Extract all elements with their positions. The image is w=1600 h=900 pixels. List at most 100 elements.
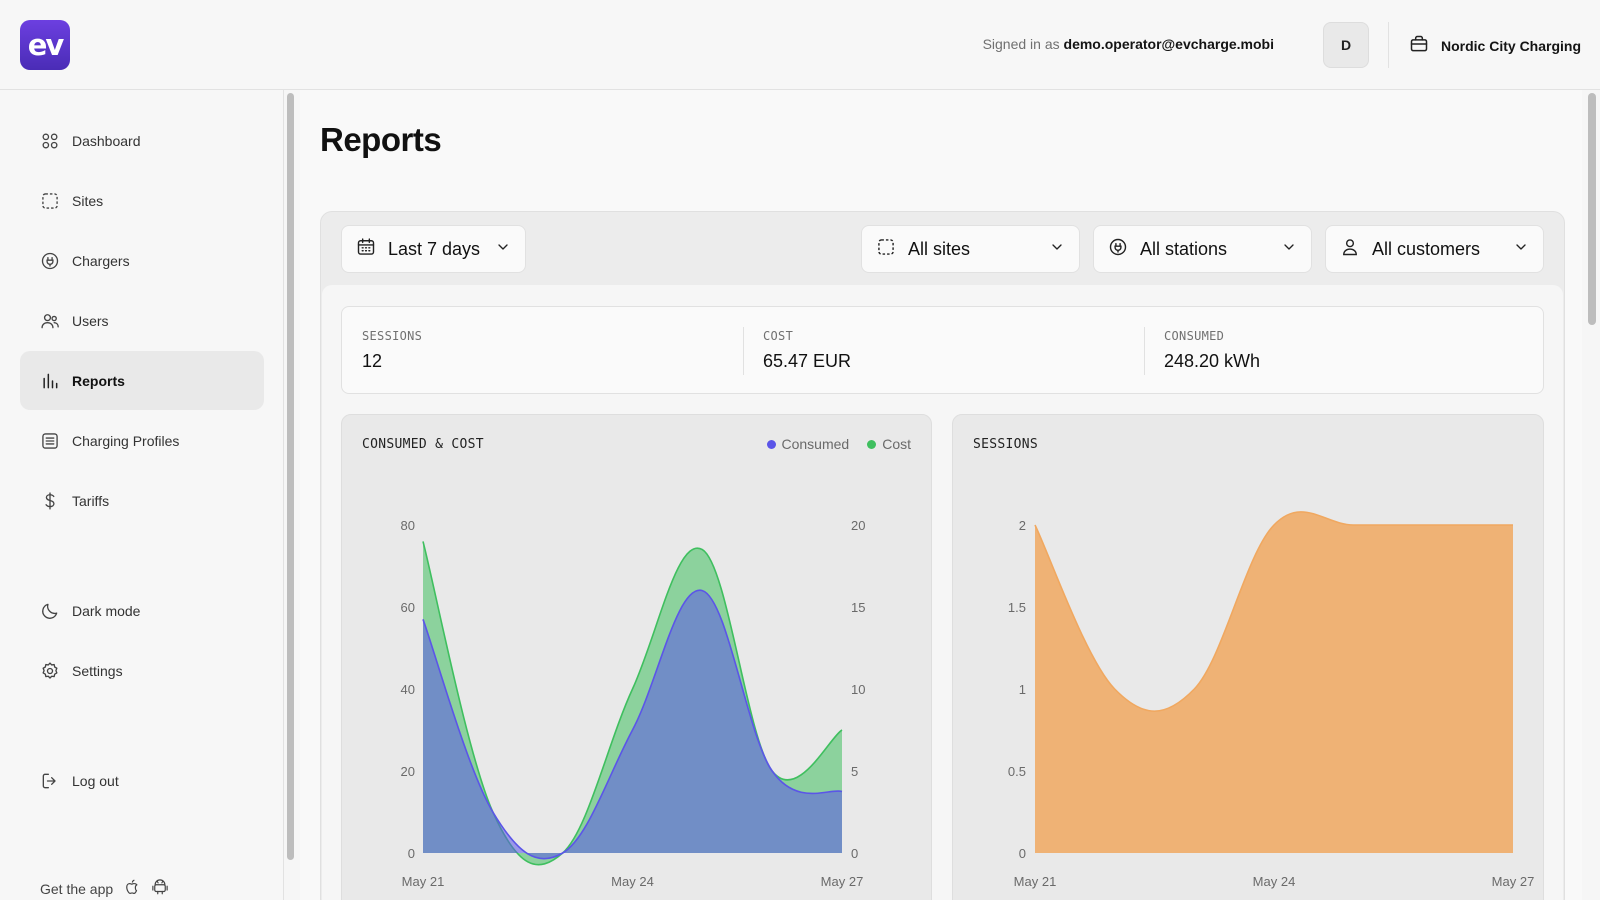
chevron-down-icon [495,239,511,260]
sidebar-item-label: Settings [72,662,123,679]
stat-divider [1144,327,1145,375]
x-tick-label: May 27 [1492,874,1535,889]
chart-legend: Consumed Cost [766,436,911,452]
period-filter[interactable]: Last 7 days [341,225,526,273]
x-tick-label: May 24 [1253,874,1296,889]
chevron-down-icon [1049,239,1065,260]
y-left-tick-label: 60 [401,600,415,615]
user-email: demo.operator@evcharge.mobi [1063,36,1274,52]
x-tick-label: May 21 [402,874,445,889]
x-tick-label: May 27 [821,874,864,889]
logout-button[interactable]: Log out [20,751,264,810]
y-tick-label: 0 [1019,846,1026,861]
sidebar-item-label: Dashboard [72,132,141,149]
gear-icon [40,661,60,681]
organization-switcher[interactable]: Nordic City Charging [1409,34,1581,57]
stations-filter[interactable]: All stations [1093,225,1312,273]
customers-filter[interactable]: All customers [1325,225,1544,273]
series-consumed-area [423,590,842,859]
sidebar-item-label: Reports [72,372,125,389]
x-tick-label: May 21 [1014,874,1057,889]
summary-stats: SESSIONS 12 COST 65.47 EUR CONSUMED 248.… [341,306,1544,394]
moon-icon [40,601,60,621]
y-tick-label: 0.5 [1008,764,1026,779]
y-right-tick-label: 10 [851,682,865,697]
dollar-icon [40,491,60,511]
app-logo[interactable]: ev [20,20,70,70]
sidebar-item-reports[interactable]: Reports [20,351,264,410]
plug-circle-icon [1108,237,1128,262]
legend-label: Consumed [781,436,850,452]
consumed-cost-chart: 0 20 40 60 80 0 5 10 15 20 May 21 May 24 May 27 [401,518,866,889]
sites-filter[interactable]: All sites [861,225,1080,273]
y-left-tick-label: 20 [401,764,415,779]
legend-item-cost[interactable]: Cost [867,436,911,452]
chart-title: SESSIONS [973,437,1039,452]
y-tick-label: 1 [1019,682,1026,697]
apple-icon[interactable] [123,878,141,899]
legend-label: Cost [882,436,911,452]
sidebar-item-users[interactable]: Users [20,291,264,350]
y-tick-label: 1.5 [1008,600,1026,615]
y-left-tick-label: 40 [401,682,415,697]
organization-name: Nordic City Charging [1441,37,1582,54]
stat-value: 65.47 EUR [763,351,852,371]
avatar[interactable]: D [1323,22,1369,68]
bar-chart-icon [40,371,60,391]
period-filter-value: Last 7 days [388,238,481,259]
plug-circle-icon [40,251,60,271]
signed-in-text: Signed in as demo.operator@evcharge.mobi [983,36,1274,52]
y-right-tick-label: 5 [851,764,858,779]
main-scrollbar[interactable] [1588,93,1596,325]
y-right-tick-label: 20 [851,518,865,533]
sessions-chart: 0 0.5 1 1.5 2 May 21 May 24 May 27 [1008,511,1535,889]
stat-key: CONSUMED [1164,329,1225,343]
get-app-label: Get the app [40,880,114,897]
sidebar-item-sites[interactable]: Sites [20,171,264,230]
customers-filter-value: All customers [1372,238,1481,259]
sidebar-item-label: Sites [72,192,104,209]
page-title: Reports [320,121,442,158]
chevron-down-icon [1281,239,1297,260]
sidebar-item-chargers[interactable]: Chargers [20,231,264,290]
chart-title: CONSUMED & COST [362,437,484,452]
sites-filter-value: All sites [908,238,971,259]
dark-mode-label: Dark mode [72,602,141,619]
legend-dot-cost [867,439,877,449]
y-left-tick-label: 0 [408,846,415,861]
sidebar-item-dashboard[interactable]: Dashboard [20,111,264,170]
logout-label: Log out [72,772,119,789]
y-left-tick-label: 80 [401,518,415,533]
sidebar-item-label: Users [72,312,109,329]
sidebar-item-settings[interactable]: Settings [20,641,264,700]
y-right-tick-label: 15 [851,600,865,615]
sidebar-item-tariffs[interactable]: Tariffs [20,471,264,530]
dashed-square-icon [40,191,60,211]
sidebar-scrollbar[interactable] [287,93,294,860]
list-icon [40,431,60,451]
legend-item-consumed[interactable]: Consumed [766,436,850,452]
series-sessions-line [1034,511,1513,712]
legend-dot-consumed [766,439,776,449]
sidebar-item-label: Chargers [72,252,130,269]
calendar-icon [356,237,376,262]
grid-icon [40,131,60,151]
sidebar-item-label: Tariffs [72,492,110,509]
users-icon [40,311,60,331]
series-sessions-area [1035,511,1513,853]
signed-in-prefix: Signed in as [982,36,1060,52]
logout-icon [40,771,60,791]
briefcase-icon [1409,34,1429,57]
top-header: ev Signed in as demo.operator@evcharge.m… [0,0,1600,90]
stat-value: 248.20 kWh [1164,351,1261,371]
get-the-app: Get the app [40,878,169,899]
dashed-square-icon [876,237,896,262]
stat-sessions: SESSIONS 12 [362,329,422,372]
stat-cost: COST 65.47 EUR [763,329,851,372]
sidebar-item-charging-profiles[interactable]: Charging Profiles [20,411,264,470]
sidebar-item-label: Charging Profiles [72,432,180,449]
dark-mode-toggle[interactable]: Dark mode [20,581,264,640]
android-icon[interactable] [151,878,169,899]
stat-divider [743,327,744,375]
stations-filter-value: All stations [1140,238,1228,259]
